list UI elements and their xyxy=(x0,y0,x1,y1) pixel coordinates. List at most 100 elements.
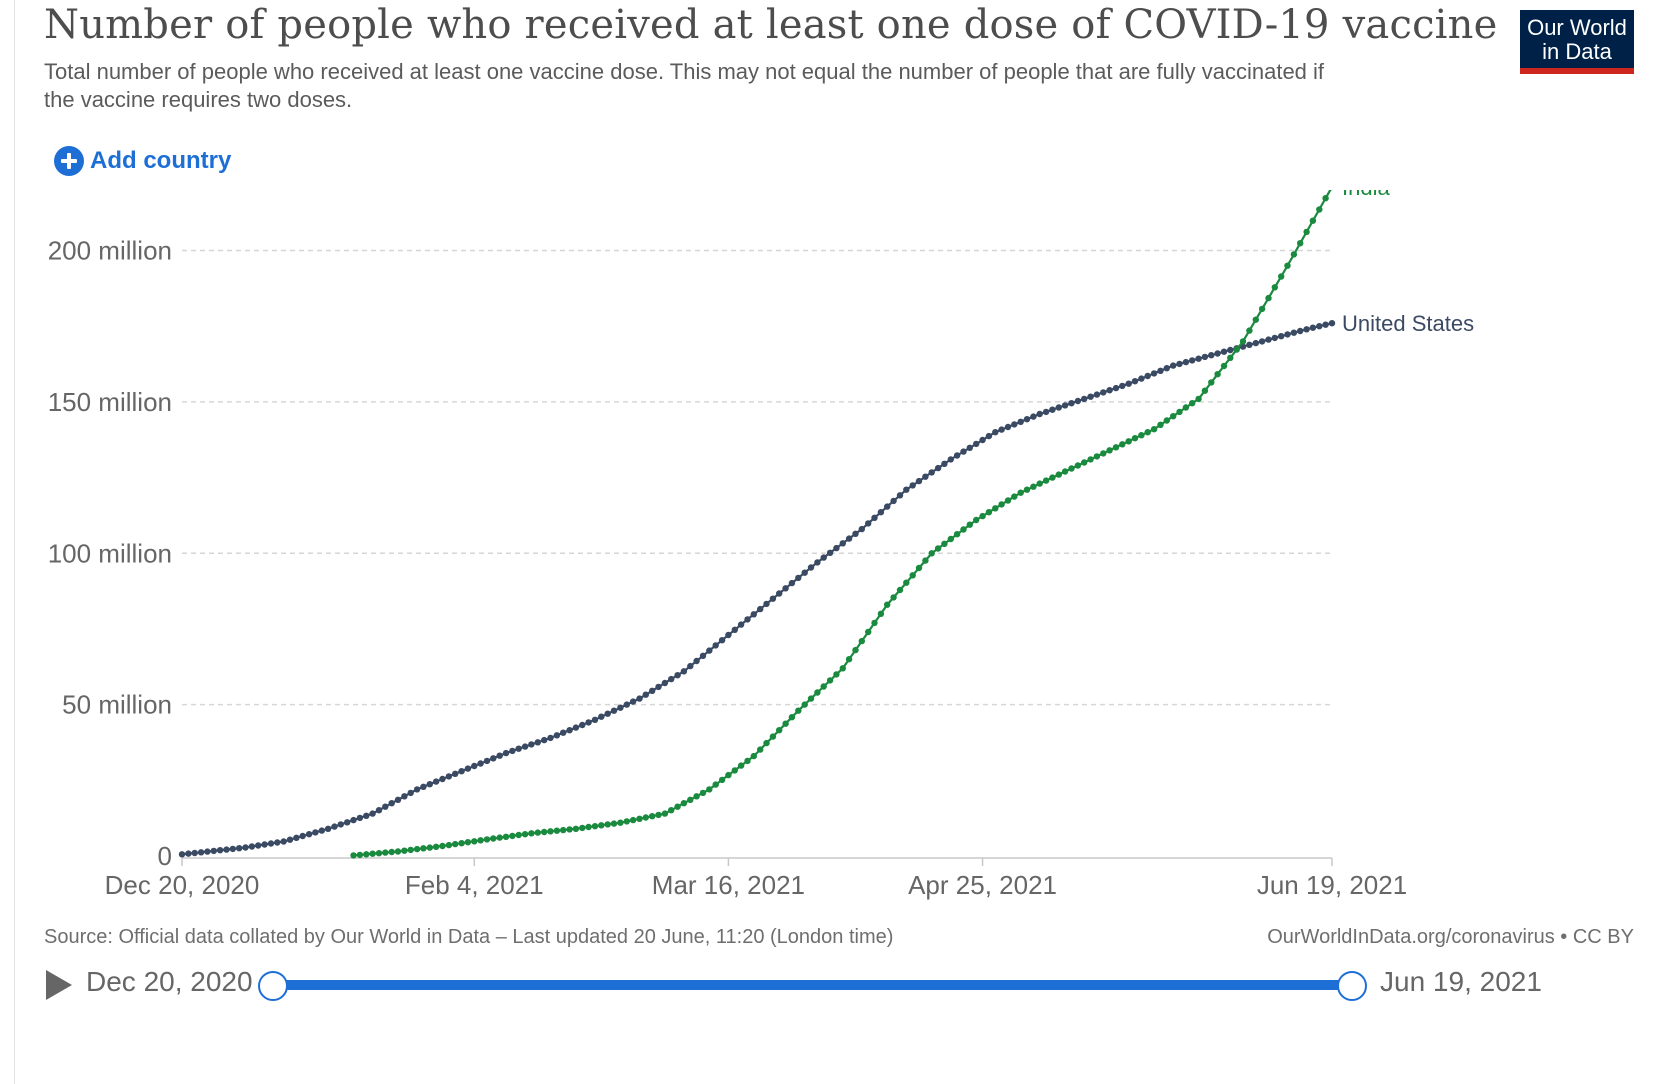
data-point-india xyxy=(560,826,567,834)
data-point-india xyxy=(382,849,389,856)
data-point-united-states xyxy=(915,477,923,485)
data-point-india xyxy=(1087,456,1094,463)
data-point-india xyxy=(718,776,726,784)
data-point-india xyxy=(1182,404,1190,411)
data-point-united-states xyxy=(229,845,236,853)
data-point-india xyxy=(725,771,732,779)
data-point-united-states xyxy=(1303,326,1310,333)
data-point-united-states xyxy=(305,831,313,838)
data-point-united-states xyxy=(903,486,910,493)
data-point-united-states xyxy=(496,752,503,759)
y-tick-label: 50 million xyxy=(62,690,172,720)
data-point-india xyxy=(375,850,383,857)
data-point-india xyxy=(1131,435,1139,442)
data-point-united-states xyxy=(979,436,986,444)
data-point-india xyxy=(1157,421,1164,428)
x-tick-label: Jun 19, 2021 xyxy=(1257,870,1407,900)
data-point-india xyxy=(356,851,364,859)
timeline: Dec 20, 2020 Jun 19, 2021 xyxy=(0,960,1674,1010)
data-point-india xyxy=(928,550,935,557)
data-point-india xyxy=(1208,379,1215,386)
data-point-india xyxy=(636,815,643,822)
data-point-india xyxy=(884,601,891,608)
data-point-united-states xyxy=(782,585,789,592)
data-point-india xyxy=(394,848,402,855)
data-point-india xyxy=(1220,362,1228,370)
x-tick-label: Apr 25, 2021 xyxy=(908,870,1057,900)
data-point-united-states xyxy=(1049,406,1056,413)
data-point-united-states xyxy=(1004,423,1012,431)
data-point-united-states xyxy=(1081,395,1088,403)
data-point-india xyxy=(591,823,599,830)
data-point-united-states xyxy=(1093,391,1101,398)
data-point-united-states xyxy=(699,652,707,659)
data-point-india xyxy=(712,781,719,788)
data-point-united-states xyxy=(502,749,510,757)
data-point-india xyxy=(426,844,433,851)
data-point-india xyxy=(782,720,789,727)
data-point-united-states xyxy=(1258,338,1266,345)
data-point-united-states xyxy=(413,786,421,793)
data-point-united-states xyxy=(553,732,561,739)
data-point-united-states xyxy=(629,698,637,705)
source-url[interactable]: OurWorldInData.org/coronavirus • CC BY xyxy=(1267,926,1634,948)
data-point-india xyxy=(432,843,440,850)
data-point-united-states xyxy=(337,821,344,828)
data-point-united-states xyxy=(1290,329,1298,336)
timeline-start-handle[interactable] xyxy=(258,971,288,1001)
data-point-india xyxy=(934,545,942,552)
data-point-india xyxy=(553,827,561,834)
data-point-united-states xyxy=(1087,393,1094,400)
data-point-united-states xyxy=(852,530,859,537)
data-point-india xyxy=(973,516,980,524)
play-icon[interactable] xyxy=(46,970,72,1000)
data-point-united-states xyxy=(934,464,942,472)
data-point-india xyxy=(1252,316,1260,323)
data-point-united-states xyxy=(623,701,630,708)
data-point-united-states xyxy=(1176,360,1183,368)
timeline-track[interactable] xyxy=(272,980,1352,990)
data-point-united-states xyxy=(985,432,993,440)
data-point-united-states xyxy=(960,448,967,455)
data-point-india xyxy=(1068,465,1075,472)
data-point-united-states xyxy=(547,734,554,742)
data-point-united-states xyxy=(1061,402,1069,409)
data-point-india xyxy=(515,831,522,839)
data-point-india xyxy=(998,501,1005,508)
data-point-india xyxy=(1093,453,1101,460)
data-point-united-states xyxy=(286,836,294,843)
data-point-united-states xyxy=(801,569,808,576)
data-point-united-states xyxy=(566,727,573,734)
x-tick-label: Feb 4, 2021 xyxy=(405,870,544,900)
data-point-india xyxy=(1170,413,1177,420)
data-point-india xyxy=(839,665,846,672)
data-point-united-states xyxy=(591,716,599,723)
data-point-india xyxy=(363,851,370,858)
data-point-india xyxy=(1055,471,1063,478)
data-point-united-states xyxy=(267,840,275,847)
data-point-united-states xyxy=(210,847,217,855)
data-point-india xyxy=(1278,273,1285,280)
data-point-united-states xyxy=(1119,382,1126,390)
data-point-india xyxy=(909,572,916,579)
data-point-india xyxy=(477,837,484,844)
data-point-united-states xyxy=(515,745,522,752)
label-layer: United States India xyxy=(1342,190,1474,336)
data-point-united-states xyxy=(1106,387,1113,394)
add-country-label: Add country xyxy=(90,147,232,174)
data-point-india xyxy=(464,839,472,846)
data-point-united-states xyxy=(197,849,205,856)
data-point-india xyxy=(814,689,821,696)
data-point-united-states xyxy=(953,452,961,459)
data-point-united-states xyxy=(1297,327,1304,335)
data-point-india xyxy=(1074,462,1082,469)
data-point-united-states xyxy=(261,841,268,848)
owid-logo[interactable]: Our World in Data xyxy=(1520,10,1634,74)
data-point-united-states xyxy=(452,770,459,777)
data-point-india xyxy=(871,619,878,627)
data-point-india xyxy=(845,656,853,663)
data-point-united-states xyxy=(604,710,611,717)
timeline-end-handle[interactable] xyxy=(1337,971,1367,1001)
data-point-united-states xyxy=(1017,418,1024,425)
add-country-button[interactable]: Add country xyxy=(54,146,231,176)
